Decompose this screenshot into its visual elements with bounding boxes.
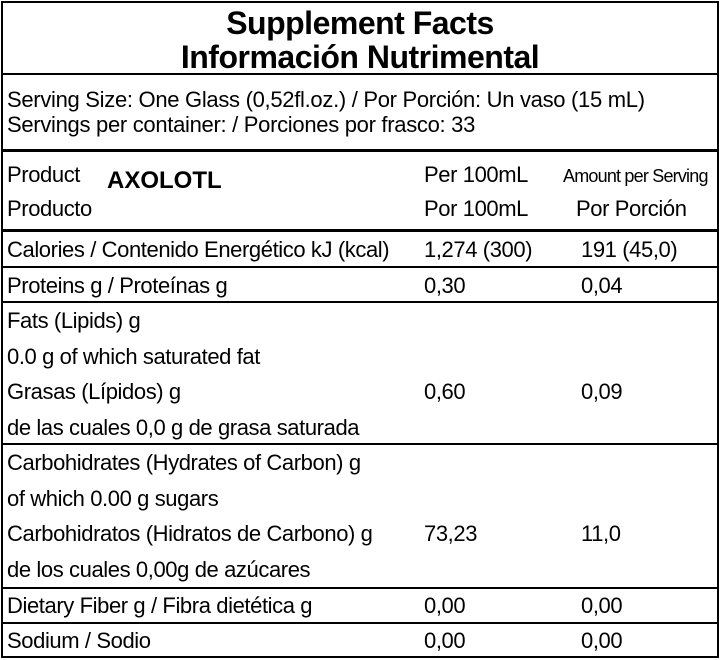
nutrient-row-carbohydrates: Carbohidrates (Hydrates of Carbon) g of … bbox=[3, 445, 717, 587]
nutrient-row-fats: Fats (Lipids) g 0.0 g of which saturated… bbox=[3, 303, 717, 445]
product-label-es: Producto bbox=[7, 196, 92, 221]
title-spanish: Información Nutrimental bbox=[180, 39, 540, 75]
per-serving-value: 0,09 bbox=[581, 379, 623, 404]
nutrient-row: Dietary Fiber g / Fibra dietética g 0,00… bbox=[3, 589, 717, 623]
serving-header-en: Amount per Serving bbox=[563, 166, 708, 186]
brand-name: AXOLOTL bbox=[107, 167, 222, 194]
per-serving-value: 0,00 bbox=[581, 593, 623, 618]
divider-line bbox=[3, 587, 717, 589]
nutrient-label: Dietary Fiber g / Fibra dietética g bbox=[7, 593, 313, 618]
nutrient-label-line: de las cuales 0,0 g de grasa saturada bbox=[7, 414, 360, 440]
per-serving-value: 0,00 bbox=[581, 628, 623, 653]
nutrient-label: Calories / Contenido Energético kJ (kcal… bbox=[7, 237, 390, 262]
column-header-row: Product Producto AXOLOTL Per 100mL Por 1… bbox=[3, 155, 717, 231]
serving-info: Serving Size: One Glass (0,52fl.oz.) / P… bbox=[3, 75, 717, 152]
per100-header-es: Por 100mL bbox=[424, 196, 529, 221]
nutrient-row: Proteins g / Proteínas g 0,30 0,04 bbox=[3, 268, 717, 303]
nutrient-label-line: of which 0.00 g sugars bbox=[7, 485, 219, 511]
per100-header-en: Per 100mL bbox=[424, 162, 529, 187]
per100-value: 0,30 bbox=[424, 273, 466, 298]
per100-value: 0,00 bbox=[424, 628, 466, 653]
nutrient-label: Sodium / Sodio bbox=[7, 628, 151, 653]
divider-line bbox=[3, 301, 717, 303]
per-serving-value: 11,0 bbox=[581, 521, 621, 546]
nutrient-label-line: Grasas (Lípidos) g bbox=[7, 379, 181, 404]
nutrient-label: Proteins g / Proteínas g bbox=[7, 273, 228, 298]
title-english: Supplement Facts bbox=[226, 5, 494, 41]
divider-line bbox=[3, 266, 717, 268]
serving-size: Serving Size: One Glass (0,52fl.oz.) / P… bbox=[7, 87, 645, 112]
per100-value: 0,60 bbox=[424, 379, 466, 404]
divider-line bbox=[3, 443, 717, 445]
per-serving-value: 191 (45,0) bbox=[581, 237, 678, 262]
nutrient-row: Calories / Contenido Energético kJ (kcal… bbox=[3, 232, 717, 268]
nutrient-label-line: de los cuales 0,00g de azúcares bbox=[7, 556, 311, 582]
title-block: Supplement Facts Información Nutrimental bbox=[3, 3, 717, 75]
nutrient-label-line: 0.0 g of which saturated fat bbox=[7, 343, 260, 369]
per100-value: 1,274 (300) bbox=[424, 237, 533, 262]
nutrient-row: Sodium / Sodio 0,00 0,00 bbox=[3, 624, 717, 658]
serving-header-es: Por Porción bbox=[576, 196, 687, 221]
nutrient-label-line: Carbohidrates (Hydrates of Carbon) g bbox=[7, 450, 361, 475]
per100-value: 0,00 bbox=[424, 593, 466, 618]
per-serving-value: 0,04 bbox=[581, 273, 623, 298]
divider-line bbox=[3, 622, 717, 624]
servings-per-container: Servings per container: / Porciones por … bbox=[7, 112, 476, 137]
nutrient-label-line: Fats (Lipids) g bbox=[7, 308, 141, 333]
product-label-en: Product bbox=[7, 162, 81, 187]
divider-line bbox=[3, 229, 717, 232]
per100-value: 73,23 bbox=[424, 521, 478, 546]
nutrient-label-line: Carbohidratos (Hidratos de Carbono) g bbox=[7, 521, 373, 546]
